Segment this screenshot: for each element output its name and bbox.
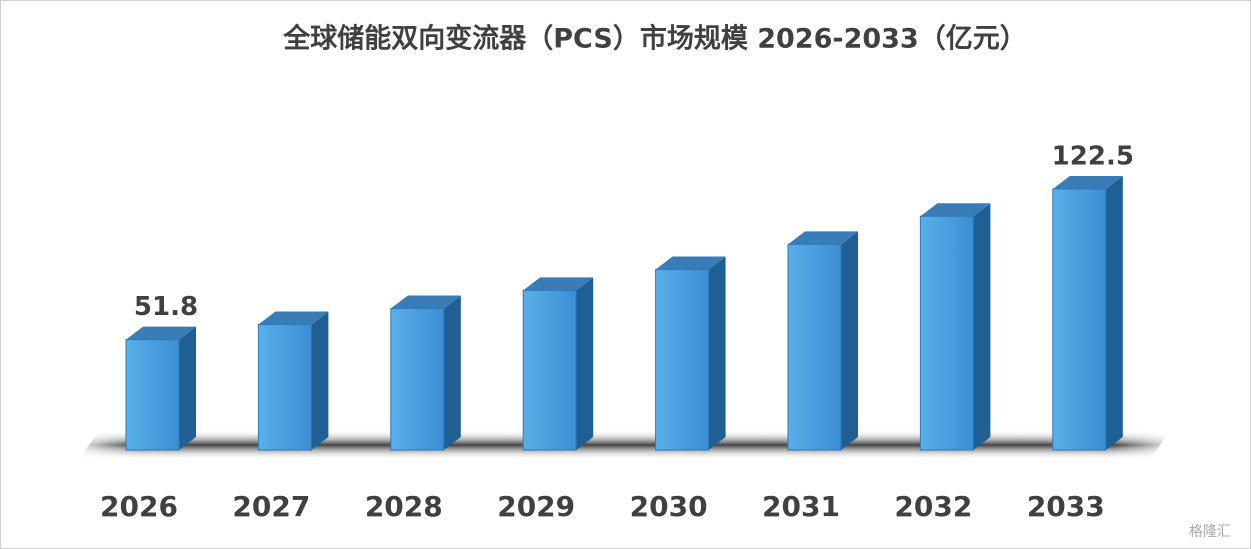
bar-top xyxy=(920,203,991,217)
x-tick-label: 2031 xyxy=(762,490,840,523)
watermark: 格隆汇 xyxy=(1189,524,1231,540)
x-tick-label: 2027 xyxy=(232,490,310,523)
bar-side xyxy=(443,295,461,450)
x-tick-label: 2030 xyxy=(630,490,708,523)
bar-side xyxy=(973,203,991,450)
x-tick-label: 2026 xyxy=(100,490,178,523)
bar-side xyxy=(1105,176,1123,450)
bar-side xyxy=(841,231,858,450)
bar-top xyxy=(523,277,594,291)
data-label: 122.5 xyxy=(1052,142,1134,172)
bar xyxy=(787,243,842,451)
bar-side xyxy=(179,326,196,450)
bar xyxy=(655,269,710,451)
x-tick-label: 2028 xyxy=(365,490,443,523)
x-tick-label: 2032 xyxy=(894,490,972,523)
bar-top xyxy=(390,295,461,309)
bar xyxy=(522,289,577,451)
floor-fade xyxy=(70,425,1180,465)
bar xyxy=(919,215,974,451)
bar-side xyxy=(708,256,726,450)
x-tick-label: 2033 xyxy=(1027,490,1105,523)
bar-top xyxy=(788,231,858,245)
bar-top xyxy=(258,311,329,325)
bar xyxy=(125,339,180,451)
data-label: 51.8 xyxy=(134,292,198,322)
bar-top xyxy=(126,326,196,340)
chart-title: 全球储能双向变流器（PCS）市场规模 2026-2033（亿元） xyxy=(282,23,1026,55)
bar-side xyxy=(576,277,594,450)
bar xyxy=(390,308,445,451)
bar xyxy=(257,324,312,451)
bar-top xyxy=(655,256,726,270)
bar-side xyxy=(311,311,329,450)
bar xyxy=(1052,188,1107,451)
bar-top xyxy=(1052,176,1123,189)
x-tick-label: 2029 xyxy=(497,490,575,523)
